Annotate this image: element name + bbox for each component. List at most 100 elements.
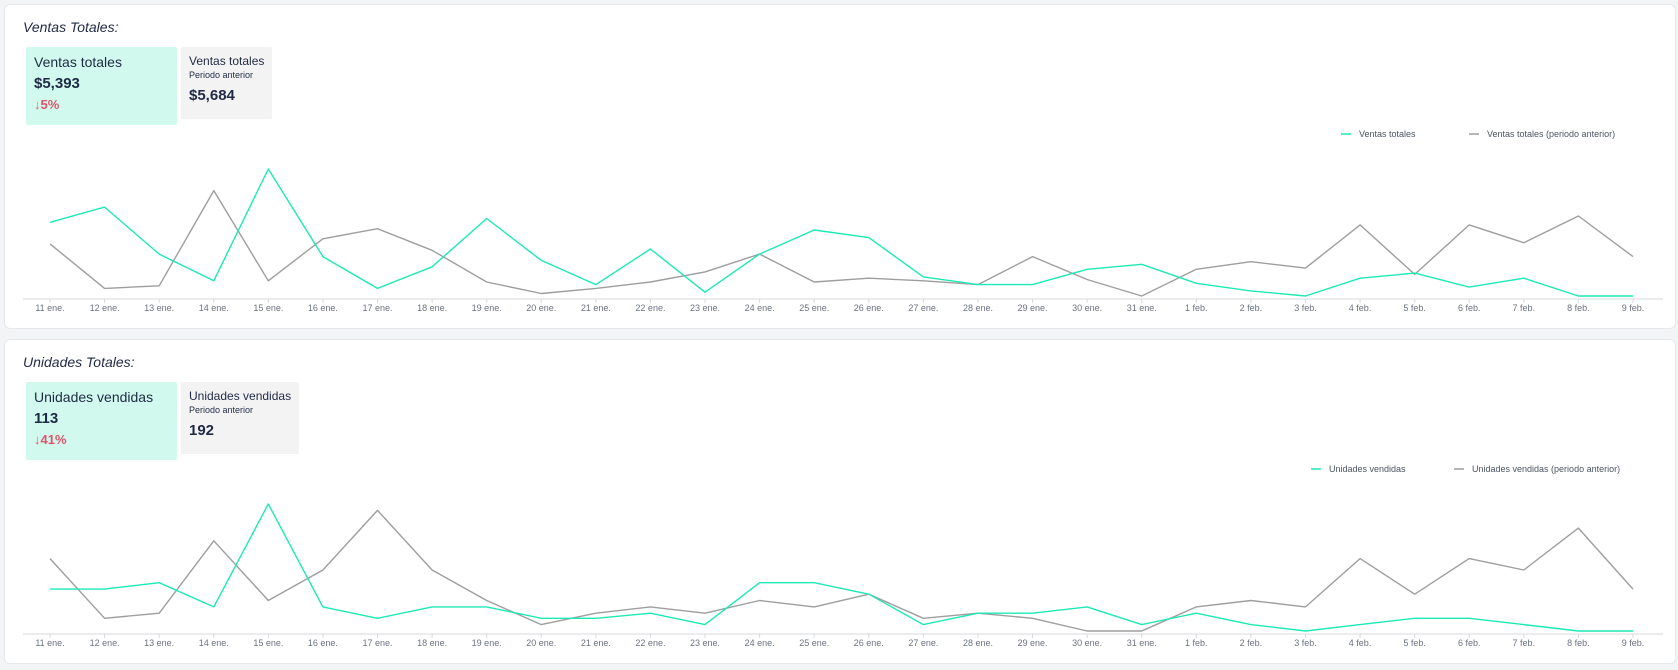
data-point-current[interactable] <box>157 252 162 257</box>
data-point-previous[interactable] <box>812 604 817 609</box>
data-point-previous[interactable] <box>703 611 708 616</box>
data-point-current[interactable] <box>921 622 926 627</box>
data-point-current[interactable] <box>921 274 926 279</box>
data-point-previous[interactable] <box>539 291 544 296</box>
data-point-previous[interactable] <box>1194 267 1199 272</box>
current-metric-card[interactable]: Ventas totales $5,393 ↓5% <box>26 47 177 125</box>
data-point-previous[interactable] <box>430 568 435 573</box>
data-point-current[interactable] <box>484 604 489 609</box>
data-point-current[interactable] <box>812 227 817 232</box>
data-point-previous[interactable] <box>320 236 325 241</box>
data-point-previous[interactable] <box>1139 294 1144 299</box>
data-point-previous[interactable] <box>157 611 162 616</box>
data-point-previous[interactable] <box>1412 592 1417 597</box>
data-point-previous[interactable] <box>648 280 653 285</box>
data-point-previous[interactable] <box>1576 526 1581 531</box>
data-point-previous[interactable] <box>1303 266 1308 271</box>
data-point-previous[interactable] <box>1576 213 1581 218</box>
previous-metric-card[interactable]: Ventas totales Periodo anterior $5,684 <box>181 47 273 119</box>
data-point-previous[interactable] <box>430 248 435 253</box>
data-point-current[interactable] <box>211 278 216 283</box>
data-point-current[interactable] <box>1085 604 1090 609</box>
data-point-current[interactable] <box>539 616 544 621</box>
data-point-previous[interactable] <box>484 280 489 285</box>
data-point-current[interactable] <box>1085 267 1090 272</box>
data-point-previous[interactable] <box>211 538 216 543</box>
data-point-current[interactable] <box>1576 629 1581 634</box>
data-point-current[interactable] <box>1412 271 1417 276</box>
data-point-current[interactable] <box>1467 285 1472 290</box>
data-point-previous[interactable] <box>812 280 817 285</box>
data-point-current[interactable] <box>1521 622 1526 627</box>
data-point-previous[interactable] <box>593 611 598 616</box>
data-point-previous[interactable] <box>921 616 926 621</box>
data-point-current[interactable] <box>866 235 871 240</box>
data-point-current[interactable] <box>266 167 271 172</box>
data-point-current[interactable] <box>703 622 708 627</box>
data-point-current[interactable] <box>48 220 53 225</box>
data-point-current[interactable] <box>484 216 489 221</box>
data-point-current[interactable] <box>1412 616 1417 621</box>
data-point-previous[interactable] <box>1631 587 1636 592</box>
data-point-previous[interactable] <box>48 241 53 246</box>
data-point-previous[interactable] <box>211 188 216 193</box>
data-point-previous[interactable] <box>266 598 271 603</box>
data-point-current[interactable] <box>266 502 271 507</box>
data-point-current[interactable] <box>1030 611 1035 616</box>
series-line-previous[interactable] <box>49 509 1634 632</box>
data-point-previous[interactable] <box>1467 222 1472 227</box>
data-point-current[interactable] <box>1303 629 1308 634</box>
data-point-current[interactable] <box>102 587 107 592</box>
data-point-current[interactable] <box>593 616 598 621</box>
data-point-previous[interactable] <box>1030 254 1035 259</box>
data-point-current[interactable] <box>1139 262 1144 267</box>
data-point-previous[interactable] <box>320 568 325 573</box>
data-point-previous[interactable] <box>1085 277 1090 282</box>
legend-label[interactable]: Unidades vendidas <box>1329 464 1406 474</box>
data-point-current[interactable] <box>1303 294 1308 299</box>
data-point-current[interactable] <box>157 580 162 585</box>
data-point-current[interactable] <box>648 247 653 252</box>
data-point-previous[interactable] <box>1248 598 1253 603</box>
legend-label[interactable]: Ventas totales <box>1359 129 1416 139</box>
data-point-current[interactable] <box>866 592 871 597</box>
current-metric-card[interactable]: Unidades vendidas 113 ↓41% <box>26 382 177 460</box>
data-point-previous[interactable] <box>1467 556 1472 561</box>
data-point-current[interactable] <box>975 282 980 287</box>
data-point-current[interactable] <box>1358 276 1363 281</box>
data-point-previous[interactable] <box>375 226 380 231</box>
data-point-previous[interactable] <box>866 276 871 281</box>
data-point-current[interactable] <box>757 252 762 257</box>
data-point-current[interactable] <box>703 290 708 295</box>
data-point-previous[interactable] <box>1521 568 1526 573</box>
data-point-current[interactable] <box>1194 281 1199 286</box>
data-point-previous[interactable] <box>1194 604 1199 609</box>
data-point-current[interactable] <box>375 616 380 621</box>
data-point-previous[interactable] <box>102 286 107 291</box>
data-point-current[interactable] <box>1139 622 1144 627</box>
data-point-previous[interactable] <box>48 556 53 561</box>
data-point-previous[interactable] <box>102 616 107 621</box>
data-point-current[interactable] <box>757 580 762 585</box>
data-point-current[interactable] <box>812 580 817 585</box>
data-point-current[interactable] <box>375 286 380 291</box>
data-point-current[interactable] <box>1358 622 1363 627</box>
legend-label[interactable]: Unidades vendidas (periodo anterior) <box>1472 464 1620 474</box>
data-point-previous[interactable] <box>266 278 271 283</box>
data-point-current[interactable] <box>593 282 598 287</box>
series-line-previous[interactable] <box>49 189 1634 297</box>
data-point-previous[interactable] <box>539 622 544 627</box>
data-point-current[interactable] <box>648 611 653 616</box>
data-point-previous[interactable] <box>1139 629 1144 634</box>
data-point-previous[interactable] <box>1248 259 1253 264</box>
data-point-current[interactable] <box>1248 288 1253 293</box>
data-point-current[interactable] <box>320 604 325 609</box>
data-point-previous[interactable] <box>1521 240 1526 245</box>
data-point-previous[interactable] <box>484 598 489 603</box>
data-point-previous[interactable] <box>757 598 762 603</box>
data-point-current[interactable] <box>430 264 435 269</box>
data-point-current[interactable] <box>1631 294 1636 299</box>
data-point-previous[interactable] <box>1358 556 1363 561</box>
series-line-current[interactable] <box>49 168 1633 297</box>
data-point-current[interactable] <box>1248 622 1253 627</box>
